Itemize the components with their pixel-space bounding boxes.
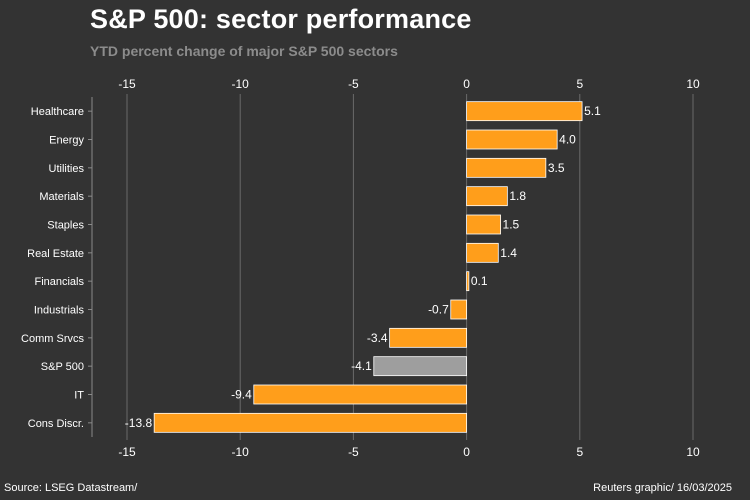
data-label: -9.4 [231,388,252,402]
data-label: 5.1 [584,104,601,118]
bar [466,242,499,263]
x-tick-label-bottom: 5 [576,445,583,459]
data-label: 1.4 [500,246,517,260]
bar [373,356,467,377]
category-label: Comm Srvcs [21,333,84,345]
x-tick-label-bottom: -15 [118,445,136,459]
data-label: -13.8 [125,416,153,430]
data-label: -0.7 [428,303,449,317]
category-label: Financials [34,276,84,288]
chart-subtitle: YTD percent change of major S&P 500 sect… [90,43,398,59]
bar [450,299,468,320]
data-label: -3.4 [367,331,388,345]
source-note: Source: LSEG Datastream/ [4,482,138,494]
x-tick-label-top: 5 [576,77,583,91]
credit-note: Reuters graphic/ 16/03/2025 [593,482,732,494]
category-label: Real Estate [27,248,84,260]
chart-title: S&P 500: sector performance [90,4,472,34]
bar [466,214,501,235]
bar [466,271,470,292]
x-tick-label-top: -15 [118,77,136,91]
category-label: S&P 500 [41,361,84,373]
data-label: -4.1 [351,359,372,373]
bar [253,384,467,405]
bar [153,412,468,433]
category-label: Staples [47,220,84,232]
category-label: Healthcare [31,106,84,118]
bar-chart: -15 -15 -10 -10 -5 -5 0 0 5 5 10 10 Healthcare Energ… [21,77,700,459]
x-tick-label-bottom: -10 [232,445,250,459]
category-label: Industrials [34,305,85,317]
bar [466,129,558,150]
data-label: 4.0 [559,133,576,147]
x-tick-label-top: -5 [348,77,359,91]
data-label: 0.1 [471,274,488,288]
x-tick-label-bottom: 10 [686,445,700,459]
category-label: Energy [49,135,84,147]
data-label: 3.5 [548,161,565,175]
x-tick-label-top: 0 [463,77,470,91]
category-label: Materials [39,191,84,203]
data-label: 1.8 [509,189,526,203]
category-label: Cons Discr. [28,418,84,430]
bar [466,157,547,178]
data-label: 1.5 [503,218,520,232]
bar [389,327,467,348]
category-label: IT [74,390,84,402]
bar [466,101,583,122]
category-label: Utilities [49,163,85,175]
x-tick-label-top: -10 [232,77,250,91]
bar [466,186,508,207]
x-tick-label-bottom: 0 [463,445,470,459]
x-tick-label-top: 10 [686,77,700,91]
x-tick-label-bottom: -5 [348,445,359,459]
